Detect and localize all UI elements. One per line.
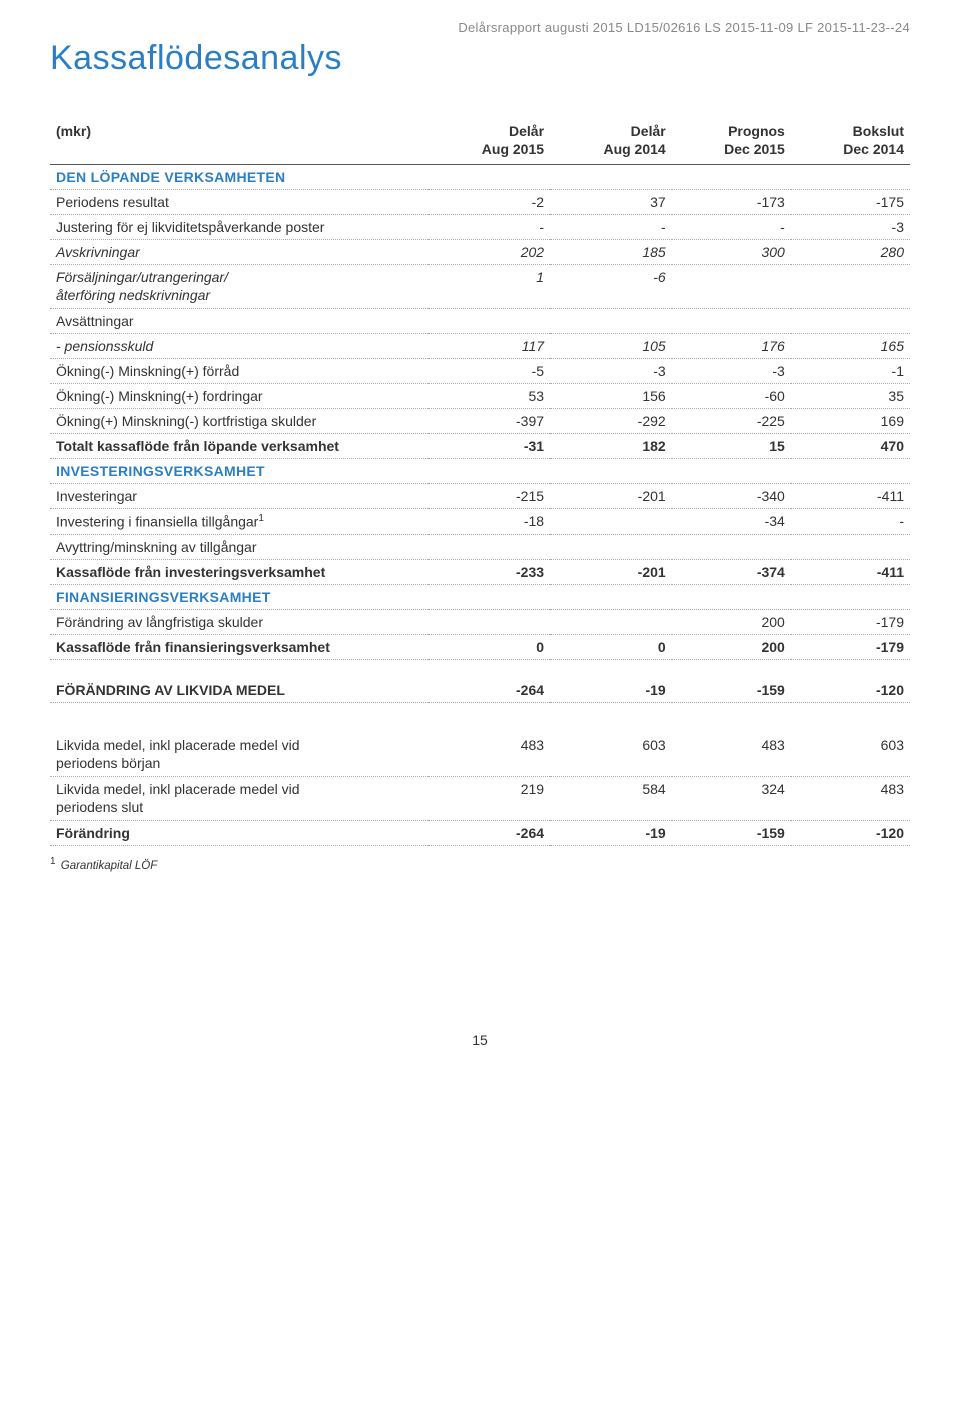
col-3: PrognosDec 2015 (672, 118, 791, 165)
table-row: Investering i finansiella tillgångar1-18… (50, 509, 910, 535)
table-row: Justering för ej likviditetspåverkande p… (50, 215, 910, 240)
cashflow-table: (mkr) DelårAug 2015 DelårAug 2014 Progno… (50, 118, 910, 846)
section-heading: DEN LÖPANDE VERKSAMHETEN (50, 165, 910, 190)
table-row: Förändring av långfristiga skulder200-17… (50, 610, 910, 635)
table-row: Likvida medel, inkl placerade medel vidp… (50, 733, 910, 777)
table-row-total: Kassaflöde från finansieringsverksamhet0… (50, 635, 910, 660)
table-row: Ökning(-) Minskning(+) förråd-5-3-3-1 (50, 359, 910, 384)
header-note: Delårsrapport augusti 2015 LD15/02616 LS… (50, 20, 910, 35)
table-row-total: Kassaflöde från investeringsverksamhet-2… (50, 560, 910, 585)
page-title: Kassaflödesanalys (50, 39, 910, 78)
table-row: Ökning(-) Minskning(+) fordringar53156-6… (50, 384, 910, 409)
row-label: Likvida medel, inkl placerade medel vidp… (56, 737, 300, 771)
table-row: Avyttring/minskning av tillgångar (50, 535, 910, 560)
col-4: BokslutDec 2014 (791, 118, 910, 165)
table-row: - pensionsskuld117105176165 (50, 334, 910, 359)
table-row-total: Totalt kassaflöde från löpande verksamhe… (50, 434, 910, 459)
row-label: Försäljningar/utrangeringar/återföring n… (56, 269, 228, 303)
section-heading: INVESTERINGSVERKSAMHET (50, 459, 910, 484)
table-row-grand: FÖRÄNDRING AV LIKVIDA MEDEL-264-19-159-1… (50, 660, 910, 703)
col-2: DelårAug 2014 (550, 118, 672, 165)
footnote: 1 Garantikapital LÖF (50, 856, 910, 872)
table-row: Avsättningar (50, 309, 910, 334)
col-unit: (mkr) (50, 118, 428, 165)
table-header: (mkr) DelårAug 2015 DelårAug 2014 Progno… (50, 118, 910, 165)
table-spacer (50, 703, 910, 734)
table-row-total: Förändring-264-19-159-120 (50, 821, 910, 846)
table-row: Försäljningar/utrangeringar/återföring n… (50, 265, 910, 309)
table-row: Ökning(+) Minskning(-) kortfristiga skul… (50, 409, 910, 434)
table-row: Avskrivningar202185300280 (50, 240, 910, 265)
page-number: 15 (50, 1032, 910, 1048)
table-row: Investeringar-215-201-340-411 (50, 484, 910, 509)
col-1: DelårAug 2015 (428, 118, 550, 165)
table-row: Likvida medel, inkl placerade medel vidp… (50, 777, 910, 821)
table-row: Periodens resultat-237-173-175 (50, 190, 910, 215)
row-label: Likvida medel, inkl placerade medel vidp… (56, 781, 300, 815)
section-heading: FINANSIERINGSVERKSAMHET (50, 585, 910, 610)
